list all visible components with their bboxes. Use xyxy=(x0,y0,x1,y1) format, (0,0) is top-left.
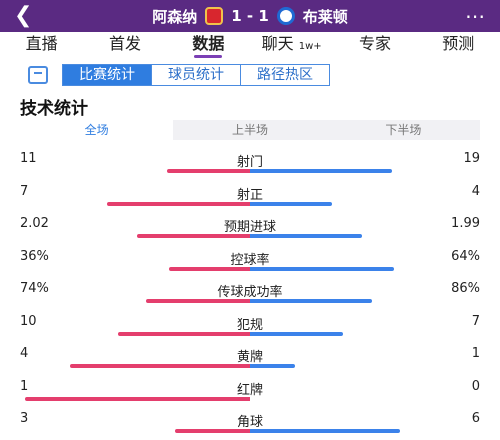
home-stat-bar xyxy=(175,429,250,433)
stat-home-value: 7 xyxy=(20,183,29,199)
stats-list: 11 射门 19 7 射正 4 2.02 预期进球 1.99 36% 控球率 64% 74% 传球成功率 8… xyxy=(0,146,500,439)
home-stat-bar xyxy=(146,299,250,303)
screenshot-icon[interactable] xyxy=(28,66,48,84)
stat-name: 控球率 xyxy=(230,252,270,268)
stat-home-value: 2.02 xyxy=(20,216,49,231)
stat-row: 7 射正 4 xyxy=(0,179,500,212)
stat-away-value: 1.99 xyxy=(451,216,480,231)
period-second-half[interactable]: 下半场 xyxy=(385,123,422,137)
main-tabs: 直播 首发 数据 聊天 1w+ 专家 预测 xyxy=(0,32,500,58)
stat-name: 射门 xyxy=(236,155,263,170)
tab-chat[interactable]: 聊天 1w+ xyxy=(261,34,322,53)
stat-row: 4 黄牌 1 xyxy=(0,341,500,374)
away-stat-bar xyxy=(250,266,394,271)
home-stat-bar xyxy=(118,331,250,336)
tab-data[interactable]: 数据 xyxy=(167,32,250,58)
stat-row: 2.02 预期进球 1.99 xyxy=(0,211,500,244)
stat-name: 角球 xyxy=(236,415,263,430)
stat-away-value: 19 xyxy=(463,151,480,166)
home-stat-bar xyxy=(167,169,250,173)
away-stat-bar xyxy=(250,169,392,173)
stat-row: 10 犯规 7 xyxy=(0,309,500,342)
stat-away-value: 64% xyxy=(451,248,480,264)
away-stat-bar xyxy=(250,364,295,368)
home-stat-bar xyxy=(137,234,250,238)
away-team-name: 布莱顿 xyxy=(302,7,348,26)
stat-away-value: 1 xyxy=(471,346,480,361)
stat-row: 11 射门 19 xyxy=(0,146,500,179)
stats-subtabs: 比赛统计 球员统计 路径热区 xyxy=(28,62,498,88)
match-header: ❮ 阿森纳 1 - 1 布莱顿 ⋯ xyxy=(0,0,500,32)
tab-experts[interactable]: 专家 xyxy=(358,34,391,53)
home-stat-bar xyxy=(70,364,250,368)
chat-count-badge: 1w+ xyxy=(298,41,322,52)
stat-home-value: 11 xyxy=(20,151,37,166)
stat-name: 犯规 xyxy=(236,317,263,333)
stat-home-value: 74% xyxy=(20,281,49,296)
stat-name: 红牌 xyxy=(236,382,263,398)
stat-name: 黄牌 xyxy=(236,350,263,365)
home-team-crest-icon xyxy=(205,7,224,25)
stat-row: 1 红牌 0 xyxy=(0,374,500,407)
period-first-half[interactable]: 上半场 xyxy=(231,123,268,137)
stat-home-value: 4 xyxy=(20,346,29,361)
subtab-match-stats[interactable]: 比赛统计 xyxy=(62,64,152,86)
stat-home-value: 10 xyxy=(20,313,37,329)
tab-prediction[interactable]: 预测 xyxy=(442,34,475,53)
scoreboard: 阿森纳 1 - 1 布莱顿 xyxy=(0,0,500,32)
subtab-heatmap[interactable]: 路径热区 xyxy=(241,64,330,86)
stat-home-value: 3 xyxy=(20,411,29,426)
stat-row: 74% 传球成功率 86% xyxy=(0,276,500,309)
home-team-name: 阿森纳 xyxy=(152,7,198,26)
section-title: 技术统计 xyxy=(20,99,88,119)
stat-name: 预期进球 xyxy=(223,220,276,235)
stat-away-value: 6 xyxy=(471,411,480,426)
away-stat-bar xyxy=(250,299,372,303)
away-stat-bar xyxy=(250,429,400,433)
tab-live[interactable]: 直播 xyxy=(25,34,58,53)
tab-lineup[interactable]: 首发 xyxy=(108,34,141,53)
stat-row: 3 角球 6 xyxy=(0,406,500,439)
match-score: 1 - 1 xyxy=(231,7,269,25)
more-dots-icon[interactable]: ⋯ xyxy=(465,4,486,28)
stat-away-value: 7 xyxy=(471,313,480,329)
home-stat-bar xyxy=(107,201,250,206)
subtab-player-stats[interactable]: 球员统计 xyxy=(152,64,241,86)
period-full-match[interactable]: 全场 xyxy=(20,120,174,140)
stat-home-value: 36% xyxy=(20,248,49,264)
stat-away-value: 0 xyxy=(471,378,480,394)
home-stat-bar xyxy=(169,266,250,271)
stat-away-value: 86% xyxy=(451,281,480,296)
stat-name: 传球成功率 xyxy=(217,285,283,300)
stat-name: 射正 xyxy=(236,187,263,203)
stat-away-value: 4 xyxy=(471,183,480,199)
period-selector: 全场 上半场 下半场 xyxy=(20,120,480,140)
home-stat-bar xyxy=(25,396,250,401)
stat-row: 36% 控球率 64% xyxy=(0,244,500,277)
away-stat-bar xyxy=(250,234,362,238)
away-stat-bar xyxy=(250,201,332,206)
back-icon[interactable]: ❮ xyxy=(14,3,33,28)
away-team-crest-icon xyxy=(276,7,295,25)
away-stat-bar xyxy=(250,331,343,336)
stat-home-value: 1 xyxy=(20,378,29,394)
